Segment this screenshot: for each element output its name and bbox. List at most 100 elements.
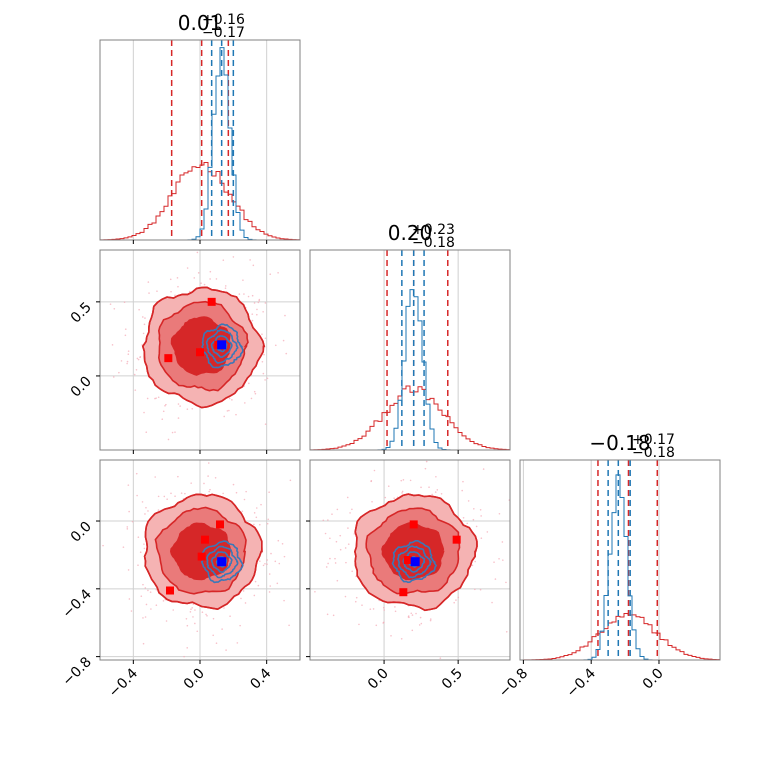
sample-point	[243, 293, 245, 295]
red-histogram	[519, 613, 721, 661]
sample-point	[306, 499, 308, 501]
sample-point	[256, 308, 258, 311]
blue-contour-line	[205, 329, 239, 364]
blue-contour-line	[206, 545, 239, 579]
sample-point	[147, 510, 149, 512]
sample-point	[394, 606, 396, 608]
y-tick-label-p2: −0.8	[59, 654, 94, 689]
sample-point	[339, 548, 342, 551]
sample-point	[251, 294, 254, 297]
sample-point	[479, 588, 482, 591]
sample-point	[127, 569, 130, 571]
sample-point	[148, 292, 150, 294]
sample-point	[186, 647, 189, 649]
title-p1-value: 0.20	[388, 221, 433, 245]
sample-point	[264, 423, 267, 425]
sample-point	[281, 542, 284, 545]
sample-point	[274, 560, 277, 563]
panel-p2	[519, 459, 721, 664]
sample-point	[466, 522, 469, 525]
sample-point	[188, 290, 191, 293]
sample-point	[269, 585, 272, 587]
sample-point	[462, 480, 464, 483]
sample-point	[261, 360, 264, 363]
sample-point	[171, 431, 174, 434]
sample-point	[128, 510, 130, 513]
sample-point	[255, 507, 258, 509]
red-histogram	[309, 385, 511, 451]
sample-point	[461, 489, 463, 492]
sample-point	[253, 523, 255, 526]
sample-point	[274, 344, 277, 347]
red-square-marker	[452, 535, 461, 544]
panel-frame	[309, 459, 511, 661]
sample-point	[276, 582, 279, 585]
sample-point	[243, 498, 246, 501]
sample-point	[258, 523, 261, 526]
sample-point	[228, 409, 230, 412]
panel-frame	[519, 459, 721, 661]
sample-point	[194, 609, 196, 611]
sample-point	[142, 332, 145, 335]
sample-point	[155, 604, 158, 606]
title-p2: −0.18	[589, 431, 650, 455]
x-tick-label-p0: −0.4	[106, 665, 141, 700]
sample-point	[393, 497, 395, 499]
sample-point	[253, 390, 256, 393]
sample-point	[408, 616, 410, 619]
sample-point	[266, 377, 269, 380]
sample-point	[134, 389, 137, 391]
red-square-marker	[216, 520, 224, 529]
sample-point	[429, 619, 432, 622]
sample-point	[474, 560, 476, 563]
sample-point	[192, 616, 194, 618]
sample-point	[410, 612, 413, 615]
sample-point	[233, 452, 235, 454]
sample-point	[288, 624, 290, 627]
x-tick-label-p2: −0.4	[564, 665, 599, 700]
sample-point	[185, 617, 188, 620]
y-tick-label-p1: 0.5	[68, 299, 95, 326]
sample-point	[139, 356, 142, 358]
sample-point	[137, 536, 140, 539]
sample-point	[331, 513, 333, 515]
sample-point	[475, 525, 478, 528]
sample-point	[170, 290, 172, 293]
red-contour-line	[170, 316, 231, 376]
sample-point	[231, 399, 233, 401]
panel-p1	[309, 249, 511, 454]
sample-point	[122, 546, 125, 548]
red-contour-line	[141, 286, 266, 409]
title-p1-lower: −0.18	[412, 235, 455, 251]
red-contour-line	[157, 300, 249, 392]
sample-point	[262, 564, 265, 567]
sample-point	[257, 584, 260, 587]
title-p0-upper: +0.16	[202, 12, 245, 28]
sample-point	[143, 323, 146, 326]
sample-point	[241, 510, 244, 513]
sample-point	[147, 589, 149, 592]
sample-point	[224, 285, 227, 287]
sample-point	[253, 512, 256, 514]
sample-point	[402, 479, 405, 481]
sample-point	[109, 303, 112, 305]
sample-point	[136, 357, 139, 360]
sample-point	[208, 490, 210, 493]
sample-point	[264, 337, 267, 340]
sample-point	[245, 490, 247, 493]
sample-point	[263, 353, 265, 356]
sample-point	[382, 606, 385, 609]
sample-point	[203, 283, 206, 286]
sample-point	[209, 488, 211, 491]
red-square-marker	[201, 535, 209, 544]
sample-point	[179, 405, 181, 407]
sample-point	[268, 591, 271, 593]
sample-point	[142, 642, 145, 645]
sample-point	[326, 613, 329, 616]
sample-point	[262, 310, 264, 313]
sample-point	[351, 570, 353, 573]
sample-point	[142, 617, 144, 619]
sample-point	[415, 612, 417, 615]
sample-point	[130, 610, 133, 612]
title-p0-lower: −0.17	[202, 25, 245, 41]
